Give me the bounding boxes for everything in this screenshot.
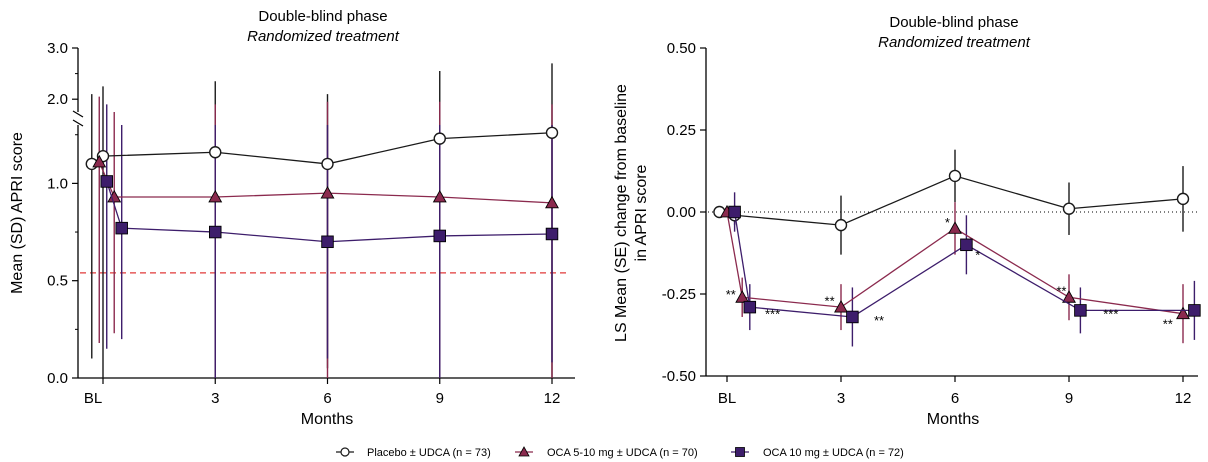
right-x-tick-label: BL (718, 390, 736, 407)
significance-marker: ** (1163, 317, 1173, 332)
right-chart-subtitle: Randomized treatment (878, 34, 1031, 51)
right-x-tick-label: 9 (1065, 390, 1073, 407)
right-data-point (1176, 192, 1190, 206)
right-data-point (1062, 290, 1076, 303)
right-data-point (948, 221, 962, 234)
significance-marker: *** (765, 307, 780, 322)
right-chart-title: Double-blind phase (889, 14, 1018, 31)
left-y-tick-label: 0.5 (47, 273, 68, 290)
left-series-line (91, 132, 553, 165)
right-data-point (1074, 304, 1087, 317)
right-x-axis-label: Months (927, 411, 979, 428)
significance-marker: ** (726, 287, 736, 302)
left-chart-title: Double-blind phase (258, 8, 387, 25)
right-series-line (733, 211, 1195, 318)
right-data-point (846, 310, 859, 324)
right-y-tick-label: -0.25 (662, 286, 696, 303)
left-data-point (321, 235, 334, 249)
right-series-line (719, 175, 1184, 226)
right-data-point (1188, 304, 1201, 317)
left-y-tick-label: 0.0 (47, 370, 68, 387)
legend-marker-oca510 (518, 446, 530, 457)
right-data-point (960, 238, 973, 252)
right-y-tick-label: -0.50 (662, 368, 696, 385)
right-data-point (1062, 202, 1076, 215)
left-data-point (432, 189, 447, 203)
left-data-point (321, 157, 334, 171)
legend: Placebo ± UDCA (n = 73) OCA 5-10 mg ± UDC… (336, 446, 904, 459)
right-y-axis-label: LS Mean (SE) change from baseline in APRI… (613, 84, 650, 342)
legend-marker-oca10 (735, 447, 745, 457)
right-data-point (1176, 306, 1190, 320)
right-data-point (728, 205, 741, 219)
left-data-point (545, 227, 559, 241)
right-chart: Double-blind phase Randomized treatment -0… (613, 14, 1201, 428)
left-data-point (208, 189, 223, 203)
left-x-tick-label: 6 (323, 390, 331, 407)
left-data-point (320, 185, 335, 199)
right-y-tick-label: 0.00 (667, 204, 696, 221)
left-y-tick-label: 1.0 (47, 175, 68, 192)
left-y-axis-label: Mean (SD) APRI score (9, 132, 26, 294)
right-series-line (726, 211, 1184, 315)
left-y-tick-label: 2.0 (47, 91, 68, 108)
left-series-line (106, 181, 553, 243)
left-x-tick-label: 9 (436, 390, 444, 407)
left-chart-subtitle: Randomized treatment (247, 28, 400, 45)
legend-label-oca510: OCA 5-10 mg ± UDCA (n = 70) (547, 447, 698, 459)
left-y-tick-label: 3.0 (47, 40, 68, 57)
left-x-tick-label: 3 (211, 390, 219, 407)
left-axis-break-mark (72, 110, 84, 118)
right-x-tick-label: 3 (837, 390, 845, 407)
right-data-point (834, 299, 848, 313)
right-data-point (743, 300, 757, 314)
left-data-point (115, 221, 128, 235)
left-x-tick-label: BL (84, 390, 102, 407)
significance-marker: ** (874, 313, 884, 328)
legend-marker-placebo (340, 447, 350, 457)
left-data-point (92, 154, 107, 168)
significance-marker: *** (1103, 307, 1118, 322)
left-x-tick-label: 12 (544, 390, 561, 407)
significance-marker: ** (1056, 284, 1066, 299)
significance-marker: * (975, 248, 980, 263)
left-x-axis-label: Months (301, 411, 353, 428)
left-data-point (208, 225, 222, 239)
right-data-point (834, 218, 848, 232)
right-data-point (948, 169, 962, 183)
left-data-point (545, 126, 559, 139)
left-data-point (433, 132, 446, 145)
left-data-point (100, 175, 113, 188)
left-data-point (209, 146, 222, 159)
legend-label-oca10: OCA 10 mg ± UDCA (n = 72) (763, 447, 904, 459)
left-axis-break-mark (72, 119, 84, 127)
right-y-tick-label: 0.25 (667, 122, 696, 139)
left-data-point (433, 229, 447, 243)
right-y-tick-label: 0.50 (667, 40, 696, 57)
significance-marker: ** (825, 294, 835, 309)
significance-marker: * (945, 215, 950, 230)
left-data-point (545, 195, 559, 209)
right-x-tick-label: 12 (1175, 390, 1192, 407)
right-x-tick-label: 6 (951, 390, 959, 407)
left-chart: Double-blind phase Randomized treatment 0.… (9, 8, 575, 428)
left-series-line (98, 161, 553, 204)
right-data-point (735, 290, 750, 303)
legend-label-placebo: Placebo ± UDCA (n = 73) (367, 447, 491, 459)
